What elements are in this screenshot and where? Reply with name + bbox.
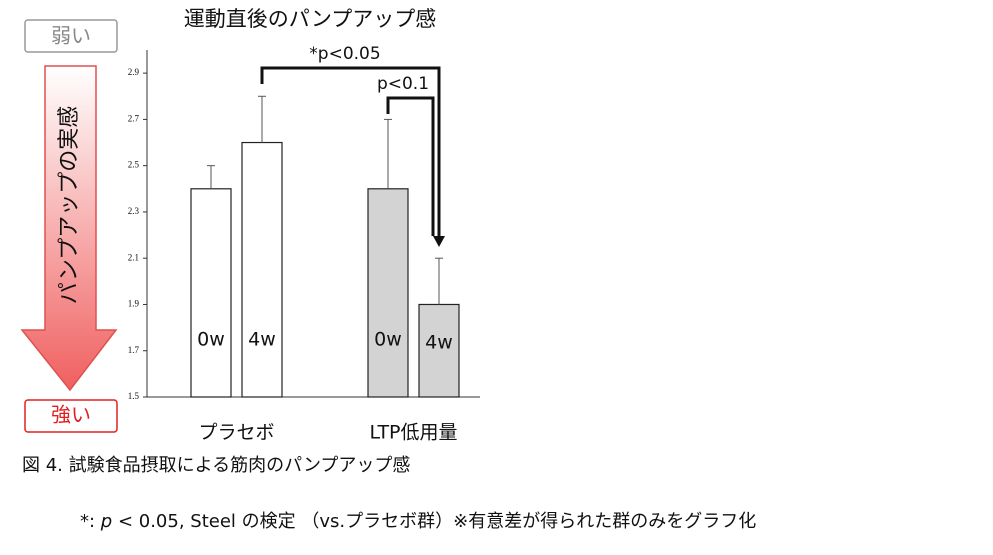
scale-top: 弱い — [51, 24, 91, 48]
y-tick-label: 2.5 — [128, 160, 140, 170]
bar-label: 4w — [425, 332, 453, 354]
y-tick-label: 1.9 — [128, 299, 140, 309]
bar-label: 0w — [197, 329, 225, 351]
bar-label: 0w — [374, 329, 402, 351]
y-tick-label: 2.3 — [128, 206, 140, 216]
y-tick-label: 2.1 — [128, 252, 139, 262]
scale-label: パンプアップの実感 — [57, 106, 82, 304]
x-tick-label: LTP低用量 — [369, 422, 457, 444]
scale-bottom-box — [24, 399, 118, 433]
bar — [367, 188, 409, 398]
y-tick-label: 1.5 — [128, 391, 140, 401]
footnote: *: p < 0.05, Steel の検定 （vs.プラセボ群）※有意差が得ら… — [80, 511, 756, 532]
bracket — [260, 66, 441, 243]
annotation: *p<0.05 — [309, 44, 380, 64]
annotation: p<0.1 — [377, 74, 429, 94]
x-tick-label: プラセボ — [198, 422, 274, 444]
bar — [190, 188, 232, 398]
scale-top-box — [24, 19, 118, 53]
scale-arrow — [20, 65, 118, 392]
y-tick-label: 2.9 — [128, 67, 140, 77]
chart-title: 運動直後のパンプアップ感 — [184, 7, 436, 31]
bar-label: 4w — [248, 329, 276, 351]
scale-bottom: 強い — [51, 403, 91, 427]
bracket-arrow — [433, 236, 445, 247]
y-tick-label: 2.7 — [128, 113, 140, 123]
bar — [418, 303, 460, 398]
footnote-part: < 0.05, Steel の検定 （vs.プラセボ群）※有意差が得られた群のみ… — [112, 511, 756, 532]
y-tick-label: 1.7 — [128, 345, 140, 355]
caption: 図 4. 試験食品摂取による筋肉のパンプアップ感 — [22, 455, 410, 476]
footnote-part: p — [100, 511, 112, 532]
footnote-part: *: — [80, 511, 101, 532]
bar — [241, 141, 283, 398]
bracket — [386, 96, 435, 236]
